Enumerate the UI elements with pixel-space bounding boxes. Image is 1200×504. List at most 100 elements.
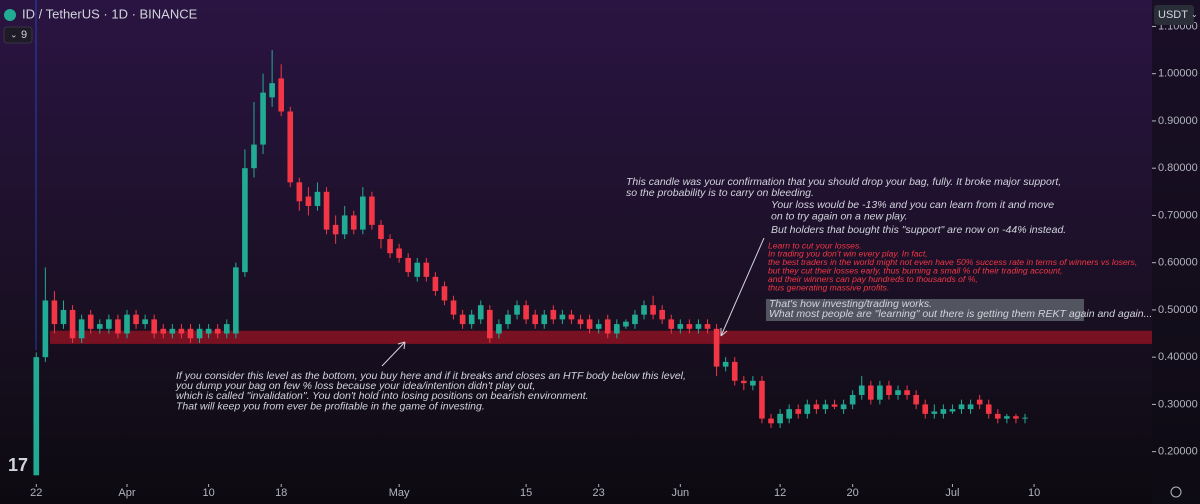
candle-body: [913, 394, 919, 405]
annotation-line: thus generating massive profits.: [768, 282, 889, 292]
candle-body: [477, 305, 484, 320]
candle-body: [523, 305, 529, 320]
candle-body: [750, 380, 756, 386]
candle-body: [813, 404, 820, 410]
candle-body: [532, 314, 538, 325]
candle-body: [550, 309, 557, 320]
candle-body: [958, 404, 965, 410]
candle-body: [568, 314, 575, 320]
annotation-line: on to try again on a new play.: [771, 210, 907, 222]
candle-body: [831, 404, 838, 407]
candle-body: [976, 399, 983, 405]
x-tick-label: Apr: [118, 487, 135, 499]
annotation-line: the best traders in the world might not …: [768, 257, 1137, 267]
candle-body: [695, 324, 702, 329]
candle-body: [614, 324, 620, 334]
candle-body: [759, 380, 765, 419]
chevron: ⌄: [10, 29, 18, 39]
candle-body: [405, 257, 412, 273]
annotation-line: This candle was your confirmation that y…: [626, 176, 1061, 188]
candle-body: [360, 196, 366, 230]
candle-body: [369, 196, 375, 225]
candle-body: [559, 314, 566, 320]
candle-body: [858, 385, 865, 395]
y-tick-label: 1.00000: [1158, 68, 1198, 80]
currency-label: USDT: [1158, 9, 1188, 21]
candle-body: [187, 328, 194, 339]
candle-body: [487, 309, 493, 339]
candle-body: [233, 267, 239, 334]
candle-body: [205, 328, 212, 334]
candle-body: [577, 319, 584, 325]
x-tick-label: 15: [520, 487, 532, 499]
arrow-head: [397, 341, 406, 350]
x-tick-label: Jun: [671, 487, 689, 499]
annotation-line: That will keep you from ever be profitab…: [176, 400, 485, 412]
candle-body: [323, 191, 330, 230]
candle-body: [632, 314, 638, 325]
candle-body: [877, 385, 883, 400]
annotation-line: In trading you don't win every play. In …: [768, 249, 928, 259]
candle-body: [713, 328, 720, 367]
candle-body: [78, 319, 85, 339]
x-tick-label: 18: [275, 487, 287, 499]
candle-body: [650, 305, 656, 315]
candle-body: [677, 324, 684, 329]
candle-body: [87, 314, 94, 329]
candle-body: [350, 215, 357, 230]
annotation-line: and their winners can pay hundreds to th…: [768, 274, 978, 284]
candle-body: [51, 300, 58, 325]
arrow: [381, 341, 406, 367]
candle-body: [251, 144, 257, 169]
candle-body: [269, 83, 275, 98]
x-tick-label: Jul: [945, 487, 959, 499]
candle-body: [96, 324, 103, 329]
candle-body: [287, 111, 294, 183]
candle-body: [459, 314, 466, 325]
candle-body: [641, 305, 647, 315]
candle-body: [69, 309, 76, 339]
candle-body: [496, 324, 502, 334]
candle-body: [314, 191, 321, 206]
candle-body: [949, 409, 956, 412]
candle-body: [541, 314, 548, 325]
y-tick-label: 0.40000: [1158, 351, 1198, 363]
candle-body: [124, 314, 130, 334]
x-tick-label: 10: [203, 487, 215, 499]
x-tick-label: 12: [774, 487, 786, 499]
annotation-line: which is called "invalidation". You don'…: [176, 390, 589, 402]
symbol-icon: [4, 9, 16, 21]
y-tick-label: 0.60000: [1158, 257, 1198, 269]
candle-body: [178, 328, 185, 334]
candle-body: [886, 385, 892, 395]
candle-body: [840, 404, 847, 410]
candle-body: [142, 319, 148, 325]
candle-body: [341, 215, 348, 235]
indicator-value: 9: [21, 29, 27, 41]
annotation-line: so the probability is to carry on bleedi…: [626, 187, 814, 199]
candle-body: [867, 385, 874, 400]
candle-body: [849, 394, 856, 405]
candle-body: [450, 300, 457, 315]
candle-body: [169, 328, 176, 334]
candle-body: [795, 409, 802, 414]
settings-icon[interactable]: [1170, 486, 1182, 498]
candle-body: [1004, 416, 1010, 419]
candle-body: [468, 314, 475, 325]
note-box: [766, 299, 1084, 321]
candle-body: [940, 409, 947, 414]
indicator-box[interactable]: [3, 26, 33, 44]
x-tick-label: 20: [847, 487, 859, 499]
chart-title: ID / TetherUS · 1D · BINANCE: [22, 6, 198, 21]
candle-body: [432, 276, 439, 292]
annotation-line: but they cut their losses early, thus bu…: [768, 265, 1063, 275]
x-tick-label: 10: [1028, 487, 1040, 499]
currency-button[interactable]: [1154, 5, 1194, 25]
candle-body: [768, 418, 774, 424]
candle-body: [1013, 416, 1019, 419]
candle-body: [441, 286, 448, 301]
candle-body: [922, 404, 929, 414]
candle-body: [296, 182, 303, 202]
